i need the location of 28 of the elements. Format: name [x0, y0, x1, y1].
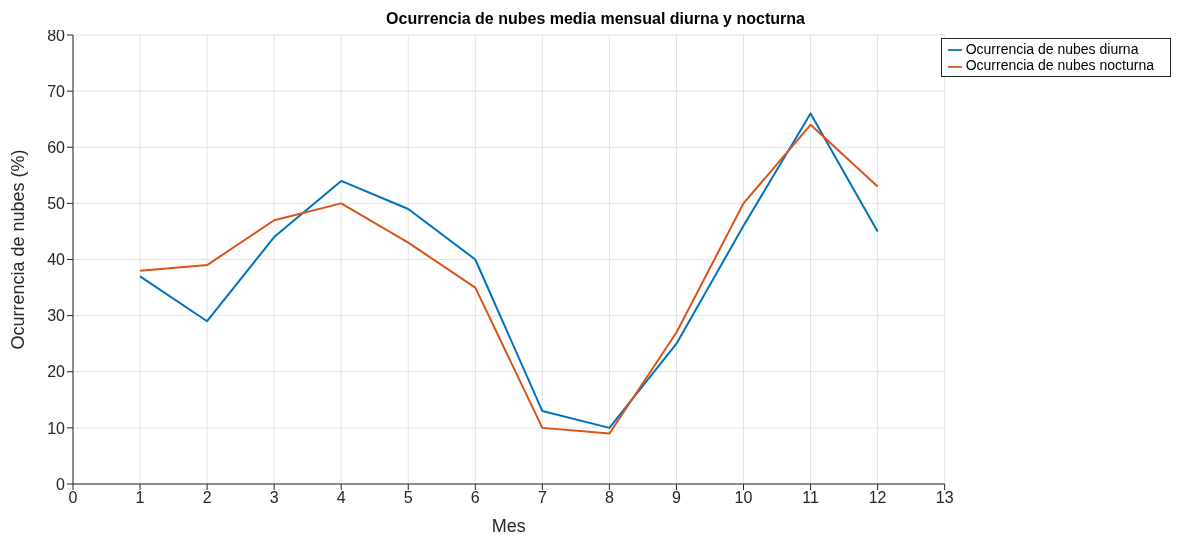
legend-label: Ocurrencia de nubes diurna	[965, 41, 1139, 57]
x-tick-label: 12	[868, 489, 887, 507]
x-tick-label: 4	[336, 489, 346, 507]
x-tick-label: 9	[672, 489, 681, 507]
x-tick-label: 10	[734, 489, 753, 507]
x-tick-label: 7	[537, 489, 547, 507]
legend-label: Ocurrencia de nubes nocturna	[965, 57, 1154, 74]
x-tick-label: 2	[202, 489, 212, 507]
y-tick-label: 60	[47, 138, 66, 156]
y-tick-label: 40	[47, 251, 66, 269]
y-tick-label: 0	[56, 475, 66, 493]
y-axis-title: Ocurrencia de nubes (%)	[8, 149, 29, 350]
y-tick-label: 50	[47, 195, 66, 213]
y-tick-label: 20	[47, 363, 66, 381]
y-tick-label: 70	[47, 82, 66, 100]
x-tick-label: 11	[802, 489, 819, 507]
x-tick-label: 3	[269, 489, 279, 507]
x-axis-title: Mes	[491, 516, 526, 536]
x-tick-label: 0	[68, 489, 78, 507]
x-tick-label: 5	[403, 489, 413, 507]
y-tick-label: 30	[47, 307, 66, 325]
x-tick-label: 6	[470, 489, 480, 507]
x-tick-label: 8	[604, 489, 614, 507]
chart-title: Ocurrencia de nubes media mensual diurna y nocturna	[386, 10, 805, 27]
x-tick-label: 1	[135, 489, 145, 507]
x-tick-label: 13	[935, 489, 954, 507]
y-tick-label: 80	[47, 26, 66, 44]
y-tick-label: 10	[47, 419, 66, 437]
